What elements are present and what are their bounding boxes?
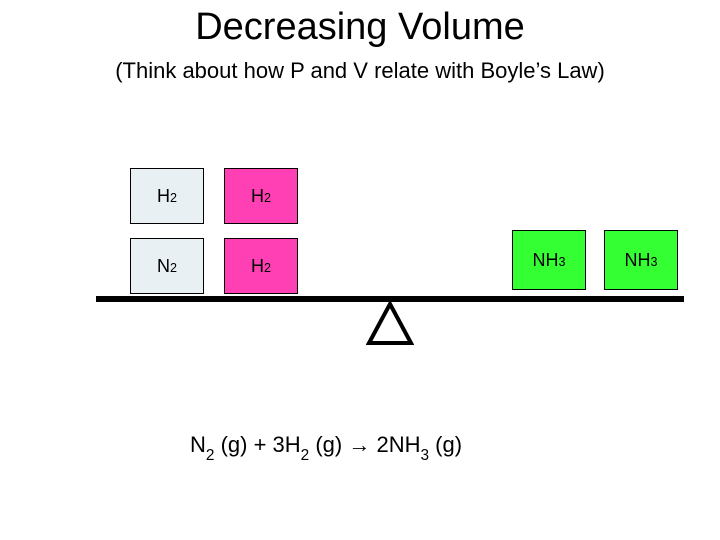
page-subtitle: (Think about how P and V relate with Boy… (0, 58, 720, 84)
equation-text: (g) (309, 432, 348, 457)
molecule-label-base: H (251, 256, 264, 277)
fulcrum-triangle (366, 302, 414, 346)
molecule-box-h2-top-right: H2 (224, 168, 298, 224)
molecule-label-base: H (251, 186, 264, 207)
page-title: Decreasing Volume (0, 6, 720, 49)
molecule-box-h2-top-left: H2 (130, 168, 204, 224)
equation-text: (g) + 3H (214, 432, 300, 457)
equation-text: N (190, 432, 206, 457)
molecule-label-base: NH (624, 250, 650, 271)
molecule-label-sub: 3 (558, 255, 565, 269)
equation-text: 2NH (370, 432, 420, 457)
molecule-label-sub: 2 (264, 261, 271, 275)
chemical-equation: N2 (g) + 3H2 (g) → 2NH3 (g) (190, 432, 462, 462)
equation-subscript: 2 (301, 447, 310, 464)
equation-subscript: 2 (206, 447, 215, 464)
molecule-label-sub: 3 (650, 255, 657, 269)
molecule-label-sub: 2 (170, 191, 177, 205)
molecule-label-base: N (157, 256, 170, 277)
molecule-label-base: NH (532, 250, 558, 271)
equation-text: (g) (429, 432, 462, 457)
molecule-label-base: H (157, 186, 170, 207)
equation-subscript: 3 (420, 447, 429, 464)
arrow-icon: → (348, 432, 370, 457)
molecule-box-nh3-left: NH3 (512, 230, 586, 290)
molecule-box-h2-bottom: H2 (224, 238, 298, 294)
molecule-box-n2-bottom: N2 (130, 238, 204, 294)
molecule-label-sub: 2 (170, 261, 177, 275)
molecule-box-nh3-right: NH3 (604, 230, 678, 290)
molecule-label-sub: 2 (264, 191, 271, 205)
